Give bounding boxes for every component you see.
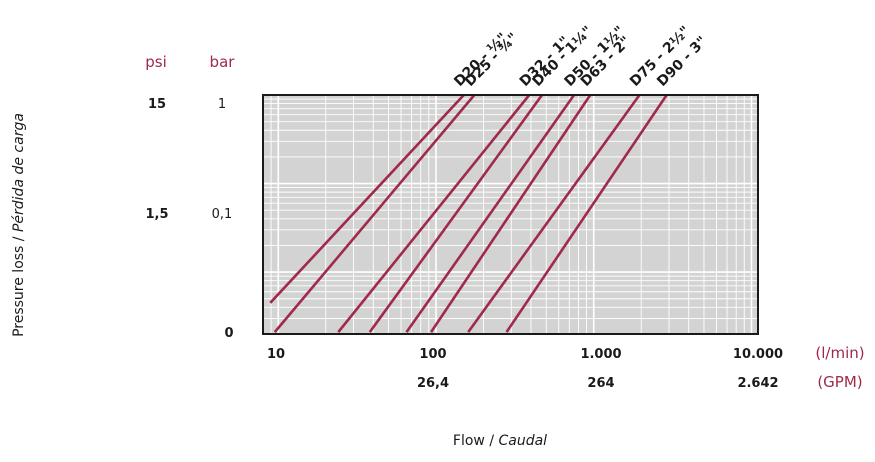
y-tick-psi-1-5: 1,5 bbox=[145, 207, 168, 222]
x-tick-10: 10 bbox=[267, 347, 285, 362]
series-line-7 bbox=[467, 94, 641, 333]
x-axis-title: Flow / Caudal bbox=[453, 433, 547, 449]
series-line-8 bbox=[505, 94, 668, 333]
series-line-6 bbox=[429, 94, 592, 333]
x-tick-gpm-264: 264 bbox=[587, 376, 614, 391]
y-tick-bar-1: 1 bbox=[218, 97, 226, 112]
x-unit-gpm: (GPM) bbox=[817, 373, 862, 391]
y-axis-title: Pressure loss / Pérdida de carga bbox=[11, 113, 27, 337]
x-unit-lmin: (l/min) bbox=[815, 344, 864, 362]
y-tick-psi-15: 15 bbox=[148, 97, 166, 112]
x-tick-gpm-2642: 2.642 bbox=[737, 376, 778, 391]
x-tick-gpm-26-4: 26,4 bbox=[417, 376, 449, 391]
grid-lines bbox=[263, 95, 758, 334]
series-line-2 bbox=[273, 94, 476, 333]
y-tick-bar-0-1: 0,1 bbox=[212, 207, 233, 222]
series-lines bbox=[269, 94, 668, 333]
x-tick-100: 100 bbox=[419, 347, 446, 362]
series-line-3 bbox=[337, 94, 531, 333]
y-tick-psi-0: 0 bbox=[224, 326, 233, 341]
x-tick-10000: 10.000 bbox=[733, 347, 783, 362]
series-line-4 bbox=[368, 94, 544, 333]
series-line-5 bbox=[405, 94, 576, 333]
y-unit-bar: bar bbox=[210, 53, 236, 71]
x-tick-1000: 1.000 bbox=[580, 347, 621, 362]
plot-frame bbox=[262, 94, 759, 335]
series-line-1 bbox=[269, 94, 465, 304]
series-labels: D20 - ½"D25 - ¾"D32 - 1"D40 - 1¼"D50 - 1… bbox=[451, 23, 710, 90]
y-unit-psi: psi bbox=[145, 53, 167, 71]
